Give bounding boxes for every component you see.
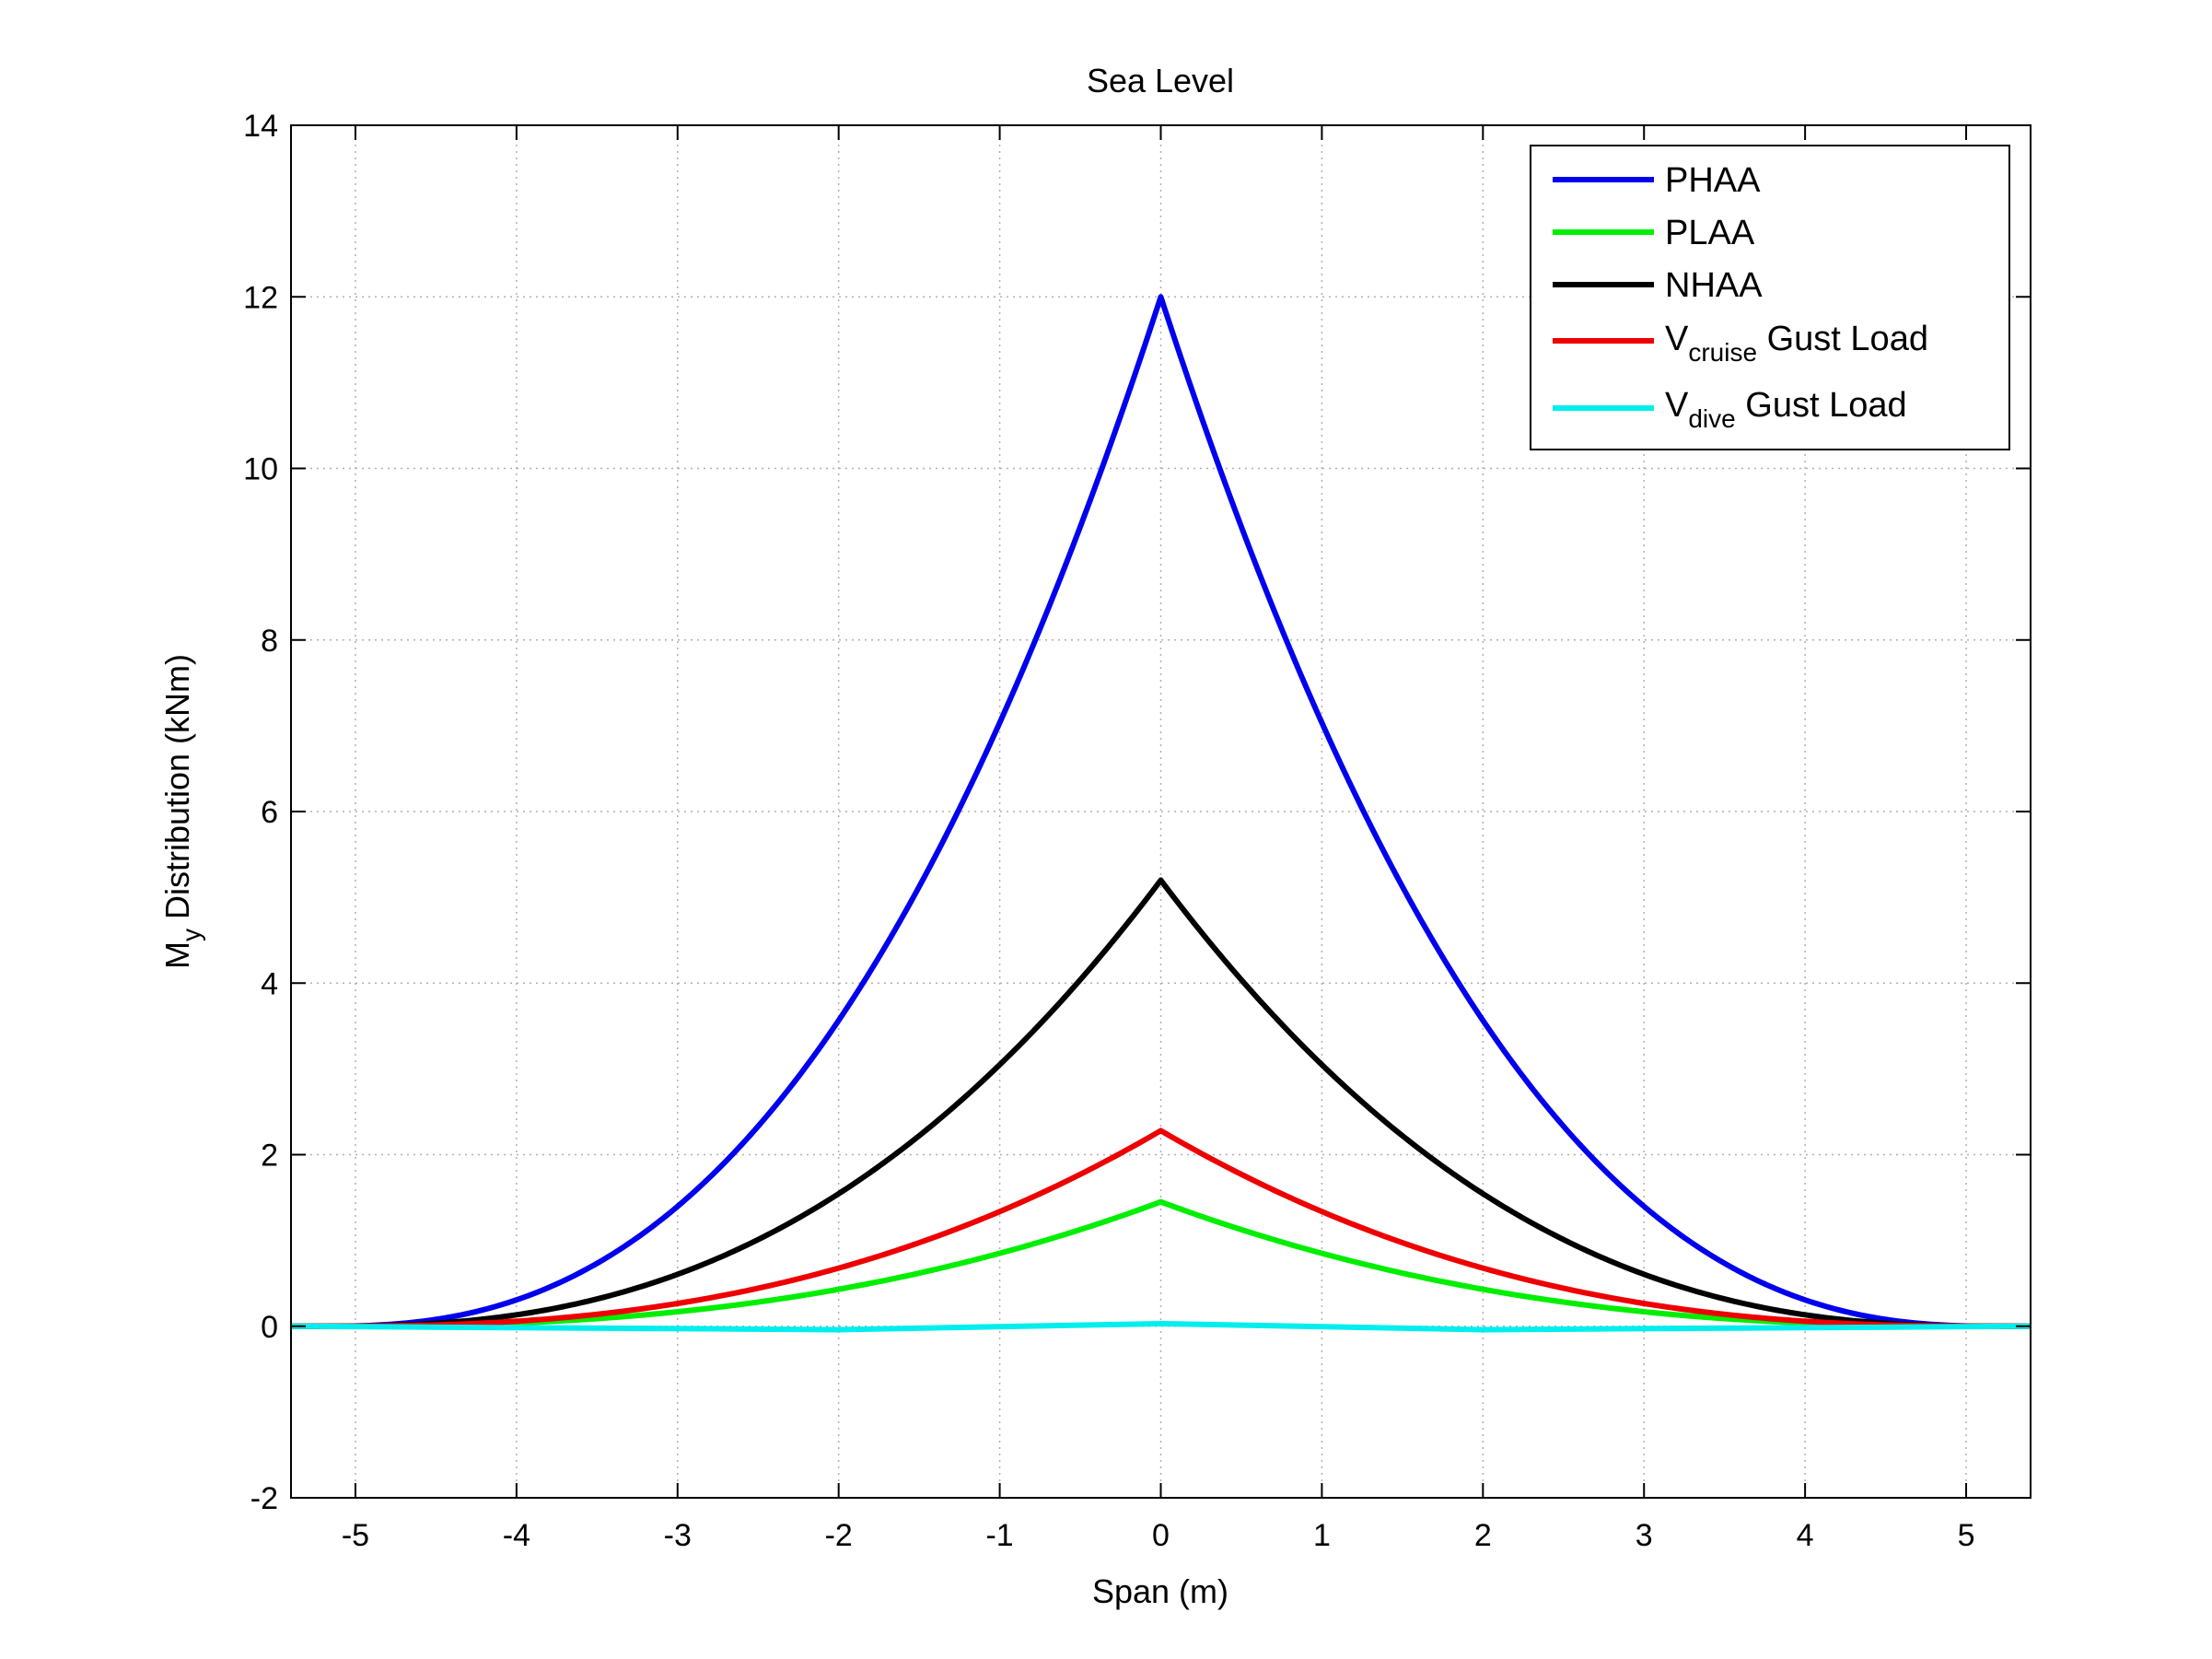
y-tick-label: 10 xyxy=(243,452,278,487)
y-tick-label: 8 xyxy=(261,624,278,659)
legend-label-vdive: Vdive Gust Load xyxy=(1665,386,1907,433)
series-line-nhaa xyxy=(291,877,2031,1329)
legend-label-nhaa: NHAA xyxy=(1665,266,1763,305)
y-tick-label: 6 xyxy=(261,795,278,830)
x-tick-label: 5 xyxy=(1958,1518,1975,1553)
x-axis-label: Span (m) xyxy=(1092,1572,1228,1610)
legend-label-vcruise-main: V xyxy=(1665,320,1689,358)
legend-label-phaa: PHAA xyxy=(1665,161,1761,200)
chart-title: Sea Level xyxy=(1087,62,1234,99)
y-axis-label-rest: Distribution (kNm) xyxy=(158,654,196,929)
series-line-plaa xyxy=(291,1198,2031,1329)
x-tick-label: 4 xyxy=(1797,1518,1814,1553)
x-tick-label: -2 xyxy=(825,1518,853,1553)
x-tick-label: 1 xyxy=(1313,1518,1331,1553)
y-tick-label: 12 xyxy=(243,280,278,315)
legend-label-vdive-rest: Gust Load xyxy=(1736,386,1907,425)
series-lines xyxy=(290,294,2032,1333)
legend-label-plaa: PLAA xyxy=(1665,214,1755,252)
legend-label-vcruise-subscript: cruise xyxy=(1688,338,1757,367)
y-tick-label: 2 xyxy=(261,1139,278,1174)
legend-label-vdive-main: V xyxy=(1665,386,1689,425)
series-line-vcruise xyxy=(291,1127,2031,1329)
x-tick-label: 2 xyxy=(1474,1518,1492,1553)
legend-label-vcruise: Vcruise Gust Load xyxy=(1665,320,1928,367)
x-tick-label: -5 xyxy=(342,1518,369,1553)
y-tick-label: 14 xyxy=(243,109,278,144)
y-tick-label: 4 xyxy=(261,966,278,1001)
y-tick-label: 0 xyxy=(261,1310,278,1345)
x-tick-label: 3 xyxy=(1636,1518,1653,1553)
y-axis-label-subscript: y xyxy=(177,929,205,941)
series-line-phaa xyxy=(291,294,2031,1329)
y-tick-label: -2 xyxy=(250,1481,278,1516)
legend-label-vdive-subscript: dive xyxy=(1688,404,1735,433)
series-line-vdive xyxy=(290,1320,2032,1333)
x-tick-label: 0 xyxy=(1152,1518,1170,1553)
y-axis-label-main: M xyxy=(158,941,196,969)
x-tick-label: -3 xyxy=(664,1518,692,1553)
x-tick-label: -4 xyxy=(503,1518,530,1553)
legend-box xyxy=(1530,145,2010,450)
legend: PHAA PLAA NHAA Vcruise Gust Load Vdive G… xyxy=(1530,145,2010,450)
x-tick-label: -1 xyxy=(985,1518,1013,1553)
legend-label-vcruise-rest: Gust Load xyxy=(1757,320,1928,358)
y-axis-label: My Distribution (kNm) xyxy=(158,654,205,969)
